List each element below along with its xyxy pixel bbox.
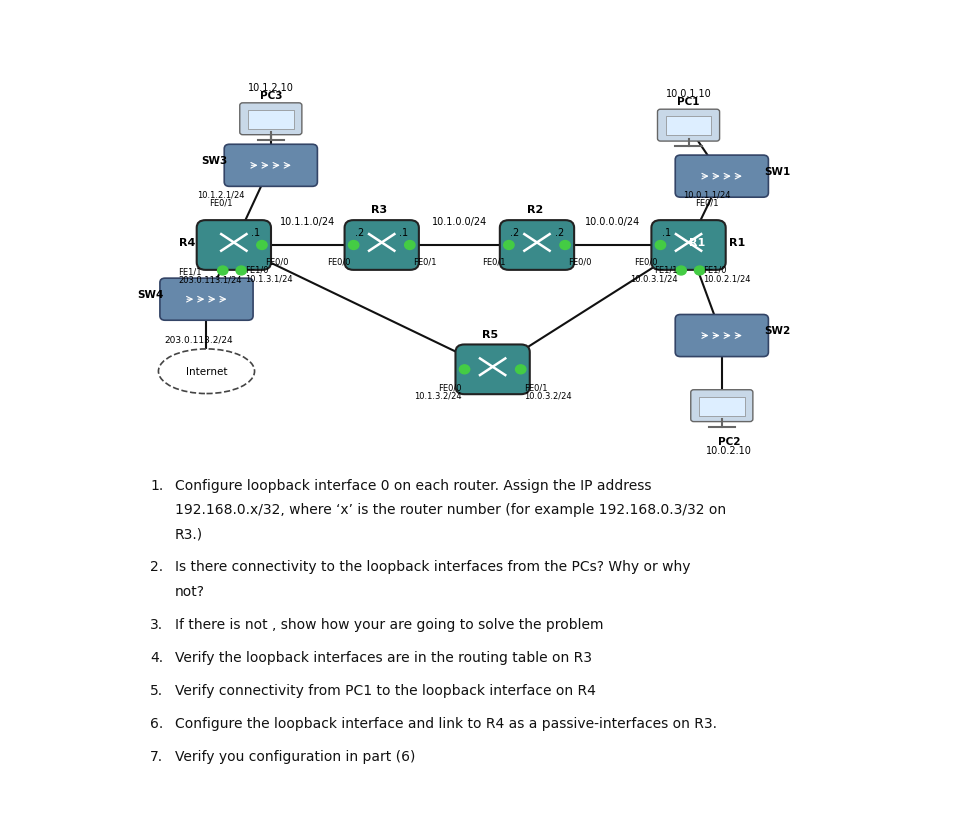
Circle shape [655,241,665,250]
Circle shape [559,241,570,250]
Text: PC1: PC1 [677,97,700,107]
Text: FE0/1: FE0/1 [523,383,547,392]
Text: FE1/1: FE1/1 [178,266,202,275]
Text: 7.: 7. [151,749,163,763]
Text: PC2: PC2 [718,437,740,447]
Text: If there is not , show how your are going to solve the problem: If there is not , show how your are goin… [174,617,602,631]
FancyBboxPatch shape [651,221,725,270]
Text: FE1/1: FE1/1 [653,265,677,275]
Circle shape [348,241,358,250]
Text: Is there connectivity to the loopback interfaces from the PCs? Why or why: Is there connectivity to the loopback in… [174,560,689,574]
Circle shape [217,267,228,275]
Text: 203.0.113.2/24: 203.0.113.2/24 [165,335,233,344]
Text: 10.1.1.0/24: 10.1.1.0/24 [280,217,335,227]
Text: FE0/0: FE0/0 [634,257,657,266]
Text: FE0/1: FE0/1 [695,198,718,208]
FancyBboxPatch shape [239,103,301,136]
Text: Configure loopback interface 0 on each router. Assign the IP address: Configure loopback interface 0 on each r… [174,478,651,492]
Text: not?: not? [174,584,205,598]
Text: FE0/1: FE0/1 [413,257,436,266]
FancyBboxPatch shape [499,221,574,270]
Text: 10.1.2.1/24: 10.1.2.1/24 [196,190,244,199]
Text: R2: R2 [526,205,542,215]
Text: FE0/1: FE0/1 [482,257,505,266]
Text: 10.1.2.10: 10.1.2.10 [248,83,294,93]
FancyBboxPatch shape [690,390,752,422]
Text: 3.: 3. [151,617,163,631]
Circle shape [694,267,704,275]
Ellipse shape [158,350,254,394]
FancyBboxPatch shape [675,315,767,357]
Text: SW2: SW2 [764,326,790,336]
FancyBboxPatch shape [196,221,271,270]
Text: PC3: PC3 [259,90,282,101]
Text: 192.168.0.x/32, where ‘x’ is the router number (for example 192.168.0.3/32 on: 192.168.0.x/32, where ‘x’ is the router … [174,502,725,516]
Text: 203.0.113.1/24: 203.0.113.1/24 [178,275,242,284]
Text: FE0/1: FE0/1 [209,198,232,208]
FancyBboxPatch shape [657,110,719,142]
Text: 10.0.1.10: 10.0.1.10 [665,89,711,99]
Text: 5.: 5. [151,683,163,697]
FancyBboxPatch shape [455,345,529,394]
Text: FE0/0: FE0/0 [265,257,288,266]
Text: 10.0.3.1/24: 10.0.3.1/24 [629,274,677,283]
Text: Internet: Internet [186,367,227,377]
FancyBboxPatch shape [699,397,744,416]
Text: 10.0.2.10: 10.0.2.10 [705,445,751,455]
Text: .1: .1 [399,228,408,238]
FancyBboxPatch shape [675,156,767,198]
Text: .1: .1 [252,228,260,238]
Text: 4.: 4. [151,650,163,664]
Text: SW1: SW1 [764,167,790,177]
FancyBboxPatch shape [344,221,418,270]
Text: R5: R5 [482,329,498,339]
Text: SW3: SW3 [201,156,228,166]
Text: 10.0.3.2/24: 10.0.3.2/24 [523,391,571,400]
Circle shape [676,267,685,275]
Text: R4: R4 [179,237,195,247]
FancyBboxPatch shape [224,145,317,187]
Text: SW4: SW4 [137,289,164,299]
Text: Verify connectivity from PC1 to the loopback interface on R4: Verify connectivity from PC1 to the loop… [174,683,595,697]
Text: FE1/0: FE1/0 [702,265,726,275]
Text: R3.): R3.) [174,527,203,541]
Text: .2: .2 [554,228,563,238]
Text: R3: R3 [371,205,387,215]
Text: FE0/0: FE0/0 [327,257,351,266]
Text: 10.0.1.1/24: 10.0.1.1/24 [682,190,730,199]
Text: Configure the loopback interface and link to R4 as a passive-interfaces on R3.: Configure the loopback interface and lin… [174,716,716,730]
Text: .1: .1 [661,228,670,238]
Text: 10.1.3.2/24: 10.1.3.2/24 [414,391,461,400]
Text: 2.: 2. [151,560,163,574]
Text: FE1/0: FE1/0 [245,265,268,275]
Circle shape [503,241,514,250]
Circle shape [256,241,267,250]
FancyBboxPatch shape [248,111,294,130]
Text: FE0/0: FE0/0 [567,257,591,266]
FancyBboxPatch shape [160,279,253,321]
Text: 1.: 1. [151,478,163,492]
Text: .2: .2 [355,228,364,238]
Text: 10.1.0.0/24: 10.1.0.0/24 [432,217,486,227]
Circle shape [459,366,469,375]
Text: FE0/0: FE0/0 [437,383,461,392]
Text: 6.: 6. [151,716,163,730]
Text: R1: R1 [688,237,704,247]
Circle shape [404,241,415,250]
Text: Verify the loopback interfaces are in the routing table on R3: Verify the loopback interfaces are in th… [174,650,591,664]
Text: 10.1.3.1/24: 10.1.3.1/24 [245,274,293,283]
Text: R1: R1 [728,237,744,247]
Text: 10.0.2.1/24: 10.0.2.1/24 [702,274,750,283]
Circle shape [235,267,246,275]
Circle shape [515,366,525,375]
Text: .2: .2 [510,228,518,238]
Text: Verify you configuration in part (6): Verify you configuration in part (6) [174,749,415,763]
FancyBboxPatch shape [665,117,711,136]
Text: 10.0.0.0/24: 10.0.0.0/24 [584,217,639,227]
